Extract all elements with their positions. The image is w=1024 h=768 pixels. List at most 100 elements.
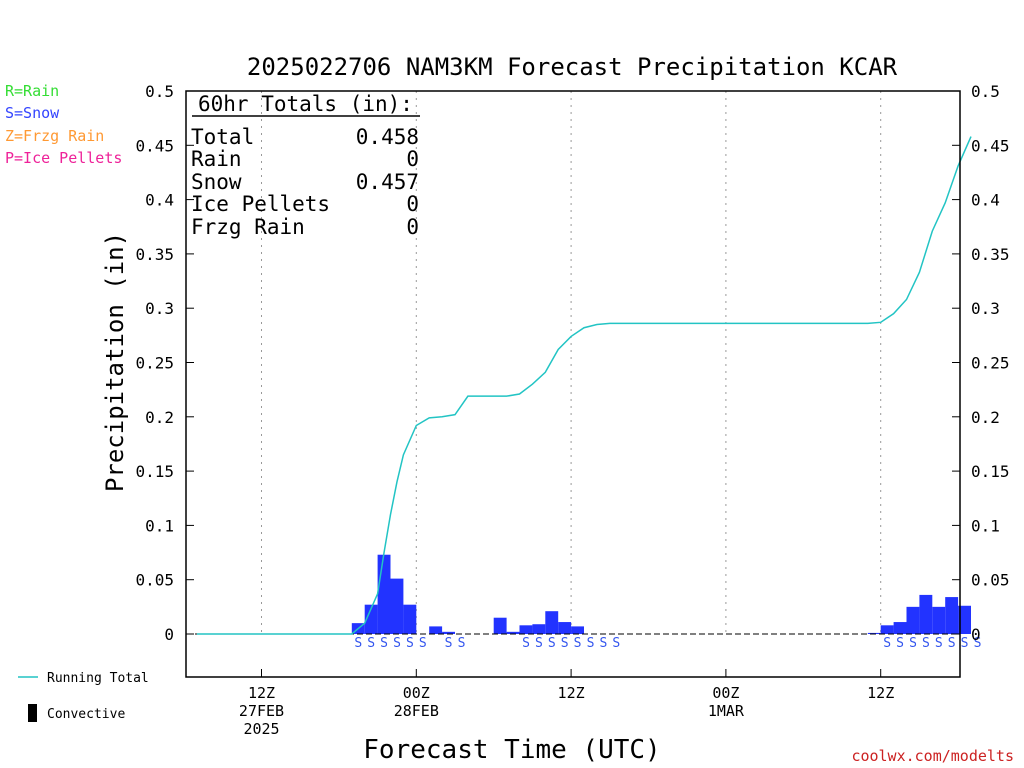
vertical-gridlines xyxy=(261,91,882,634)
x-tick-label: 00Z xyxy=(403,684,430,702)
totals-snow-label: Snow xyxy=(191,170,242,194)
snow-type-marker: S xyxy=(883,636,891,651)
convective-legend-swatch xyxy=(28,704,37,722)
x-axis-label: Forecast Time (UTC) xyxy=(363,735,660,765)
x-tick-label: 27FEB xyxy=(239,702,284,720)
y-tick-label-right: 0.35 xyxy=(971,245,1010,264)
convective-legend-label: Convective xyxy=(47,707,125,722)
snow-type-marker: S xyxy=(961,636,969,651)
snow-type-marker: S xyxy=(445,636,453,651)
y-tick-label-right: 0 xyxy=(971,625,981,644)
snow-bar xyxy=(403,604,417,634)
x-tick-label: 12Z xyxy=(867,684,894,702)
y-axis-label: Precipitation (in) xyxy=(101,232,129,492)
y-tick-label-left: 0.45 xyxy=(135,136,174,155)
snow-type-marker: S xyxy=(935,636,943,651)
snow-type-marker: S xyxy=(561,636,569,651)
snow-bar xyxy=(919,594,933,634)
snow-type-marker: S xyxy=(974,636,982,651)
snow-bar xyxy=(932,606,946,634)
totals-frzg-rain-label: Frzg Rain xyxy=(191,215,305,239)
y-axis-right: 0 0.05 0.1 0.15 0.2 0.25 0.3 0.35 0.4 0.45 0.5 xyxy=(952,82,1010,644)
snow-type-marker: S xyxy=(896,636,904,651)
y-tick-label-left: 0.4 xyxy=(145,191,174,210)
type-legend: R=Rain S=Snow Z=Frzg Rain P=Ice Pellets xyxy=(5,82,122,167)
y-tick-label-left: 0.35 xyxy=(135,245,174,264)
y-tick-label-left: 0.3 xyxy=(145,299,174,318)
snow-type-marker: S xyxy=(406,636,414,651)
snow-type-marker: S xyxy=(419,636,427,651)
y-tick-label-right: 0.05 xyxy=(971,571,1010,590)
y-tick-label-right: 0.1 xyxy=(971,516,1000,535)
totals-heading: 60hr Totals (in): xyxy=(198,92,413,116)
snow-bar xyxy=(906,606,920,634)
x-tick-label: 12Z xyxy=(248,684,275,702)
running-total-legend-label: Running Total xyxy=(47,671,149,686)
snow-type-marker: S xyxy=(599,636,607,651)
y-tick-label-right: 0.45 xyxy=(971,136,1010,155)
x-tick-label: 28FEB xyxy=(394,702,439,720)
snow-bar xyxy=(390,578,404,634)
snow-type-marker: S xyxy=(367,636,375,651)
y-tick-label-left: 0.25 xyxy=(135,354,174,373)
snow-bar xyxy=(364,604,378,634)
totals-ice-pellets-label: Ice Pellets xyxy=(191,192,330,216)
snow-type-marker: S xyxy=(612,636,620,651)
snow-bar xyxy=(945,597,959,634)
snow-bar xyxy=(880,625,894,634)
totals-frzg-rain-value: 0 xyxy=(406,215,419,239)
credit-text: coolwx.com/modelts xyxy=(851,747,1014,765)
y-tick-label-right: 0.3 xyxy=(971,299,1000,318)
totals-rain-value: 0 xyxy=(406,147,419,171)
snow-type-marker: S xyxy=(380,636,388,651)
snow-bar xyxy=(519,625,533,634)
legend-ice-pellets: P=Ice Pellets xyxy=(5,149,122,167)
legend-snow: S=Snow xyxy=(5,104,60,122)
snow-type-marker: S xyxy=(922,636,930,651)
y-tick-label-left: 0.2 xyxy=(145,408,174,427)
totals-total-value: 0.458 xyxy=(356,125,419,149)
y-tick-label-left: 0 xyxy=(164,625,174,644)
y-tick-label-left: 0.15 xyxy=(135,462,174,481)
totals-rain-label: Rain xyxy=(191,147,242,171)
legend-rain: R=Rain xyxy=(5,82,59,100)
snow-bar xyxy=(493,617,507,634)
snow-bar xyxy=(571,626,584,634)
y-tick-label-left: 0.05 xyxy=(135,571,174,590)
y-tick-label-left: 0.5 xyxy=(145,82,174,101)
snow-bar xyxy=(558,622,572,634)
totals-box: 60hr Totals (in): Total 0.458 Rain 0 Sno… xyxy=(191,92,420,239)
x-tick-label: 12Z xyxy=(558,684,585,702)
y-tick-label-right: 0.4 xyxy=(971,191,1000,210)
snow-bar xyxy=(893,622,907,634)
snow-type-marker: S xyxy=(393,636,401,651)
snow-type-marker: S xyxy=(574,636,582,651)
x-tick-label: 00Z xyxy=(712,684,739,702)
y-tick-label-left: 0.1 xyxy=(145,516,174,535)
y-tick-label-right: 0.2 xyxy=(971,408,1000,427)
totals-snow-value: 0.457 xyxy=(356,170,419,194)
totals-total-label: Total xyxy=(191,125,254,149)
chart-title: 2025022706 NAM3KM Forecast Precipitation… xyxy=(247,53,898,81)
snow-type-marker: S xyxy=(535,636,543,651)
y-tick-label-right: 0.25 xyxy=(971,354,1010,373)
snow-bar xyxy=(377,554,391,634)
snow-bar xyxy=(506,631,520,634)
legend-frzg-rain: Z=Frzg Rain xyxy=(5,127,104,145)
snow-type-marker: S xyxy=(522,636,530,651)
series-legend: Running Total Convective xyxy=(18,671,149,722)
snow-bar xyxy=(429,626,443,634)
snow-bar xyxy=(867,632,881,634)
snow-bar xyxy=(532,624,546,634)
snow-bar xyxy=(545,611,559,634)
snow-type-marker: S xyxy=(354,636,362,651)
y-tick-label-right: 0.15 xyxy=(971,462,1010,481)
snow-bar xyxy=(958,605,971,634)
y-axis-left: 0 0.05 0.1 0.15 0.2 0.25 0.3 0.35 0.4 0.45 0.5 xyxy=(135,82,194,644)
totals-ice-pellets-value: 0 xyxy=(406,192,419,216)
snow-bar xyxy=(442,631,455,634)
snow-type-marker: S xyxy=(909,636,917,651)
